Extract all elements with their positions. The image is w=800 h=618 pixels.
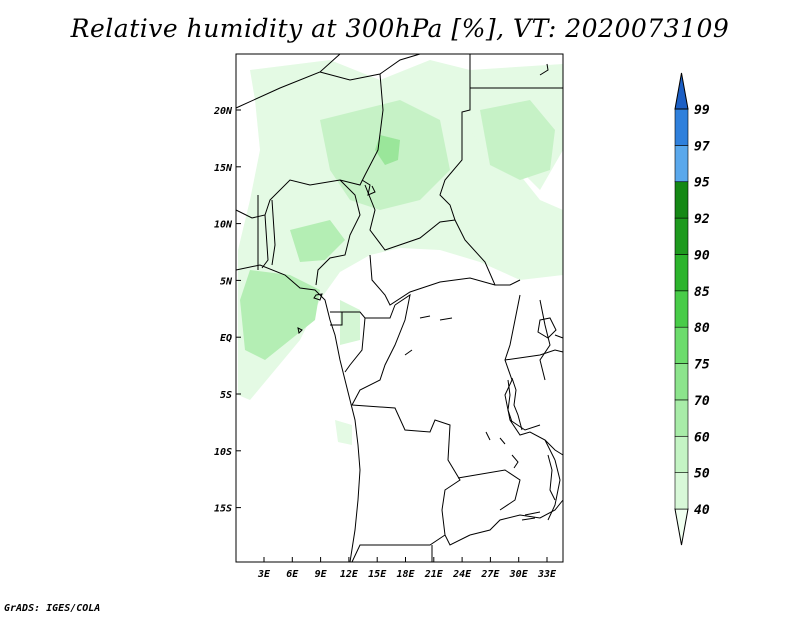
colorbar-label: 95 (694, 176, 710, 191)
border-line (504, 349, 564, 361)
colorbar-triangle-low (674, 508, 689, 546)
lon-label: 15E (368, 569, 387, 580)
lat-label: 15S (214, 504, 232, 515)
colorbar-label: 97 (694, 139, 710, 154)
lat-label: 10S (214, 447, 232, 458)
border-line (271, 199, 276, 266)
colorbar-triangle-high (674, 72, 689, 110)
sao-tome-island (297, 327, 303, 335)
border-line (457, 469, 521, 511)
coastline (235, 264, 361, 563)
colorbar-box (674, 399, 689, 437)
colorbar: 40 50 60 70 75 80 85 90 92 95 97 99 (674, 72, 710, 546)
lat-label: 10N (214, 220, 233, 231)
lon-label: 33E (537, 569, 557, 580)
lat-label: EQ (220, 333, 232, 344)
lake-malawi (547, 454, 556, 501)
bioko-island (313, 293, 323, 301)
map-title: Relative humidity at 300hPa [%], VT: 202… (70, 14, 730, 43)
lake-chad (361, 179, 376, 196)
border-line (261, 214, 269, 269)
river-segment (511, 454, 519, 469)
lon-label: 9E (315, 569, 328, 580)
border-line (504, 294, 556, 461)
colorbar-label: 92 (694, 212, 710, 227)
colorbar-box (674, 217, 689, 255)
colorbar-box (674, 108, 689, 146)
border-line (315, 179, 361, 286)
border-line (509, 419, 541, 431)
border-line (547, 459, 561, 521)
colorbar-label: 75 (694, 358, 710, 373)
lon-label: 6E (286, 569, 299, 580)
lat-label: 20N (213, 106, 233, 117)
lon-label: 3E (257, 569, 271, 580)
lon-label: 24E (452, 569, 472, 580)
grads-credit: GrADS: IGES/COLA (4, 603, 101, 614)
border-line (351, 534, 446, 563)
river-segment (485, 431, 506, 445)
colorbar-label: 50 (694, 467, 710, 482)
colorbar-box (674, 435, 689, 473)
humidity-area-70-nigeria (290, 220, 345, 262)
lon-label: 30E (509, 569, 529, 580)
lon-label: 12E (340, 569, 359, 580)
map-frame (235, 53, 564, 563)
lake-tanganyika (507, 377, 523, 431)
colorbar-box (674, 363, 689, 401)
coastline (539, 63, 549, 76)
colorbar-label: 40 (694, 503, 710, 518)
border-line (235, 53, 341, 109)
colorbar-box (674, 290, 689, 328)
border-line (554, 334, 564, 339)
river-segment (404, 349, 413, 356)
lat-label: 15N (214, 163, 233, 174)
lon-label: 18E (396, 569, 415, 580)
humidity-area-70 (240, 270, 320, 360)
colorbar-box (674, 181, 689, 219)
colorbar-label: 99 (694, 103, 710, 118)
lat-label: 5S (220, 390, 232, 401)
colorbar-label: 80 (694, 321, 710, 336)
border-line (539, 299, 551, 381)
humidity-area-75 (375, 135, 400, 165)
humidity-area-40-angola (335, 420, 352, 445)
border-line (369, 254, 496, 306)
humidity-area-50 (340, 300, 360, 345)
humidity-area-60-east (480, 100, 555, 180)
lon-label: 21E (424, 569, 444, 580)
colorbar-label: 85 (694, 285, 710, 300)
border-line (235, 73, 384, 219)
lon-label: 27E (480, 569, 500, 580)
border-line (351, 293, 411, 406)
colorbar-box (674, 254, 689, 292)
country-borders (235, 53, 564, 563)
colorbar-label: 90 (694, 248, 710, 263)
longitude-axis: 3E 6E 9E 12E 15E 18E 21E 24E 27E 30E 33E (257, 557, 557, 580)
colorbar-box (674, 326, 689, 364)
border-line (344, 317, 366, 373)
river-segment (419, 315, 453, 321)
lake-victoria (537, 317, 557, 339)
colorbar-box (674, 145, 689, 183)
border-line (330, 312, 343, 326)
border-line (469, 499, 564, 536)
lat-label: 5N (220, 276, 233, 287)
colorbar-label: 70 (694, 394, 710, 409)
lake-kariba (521, 511, 541, 521)
border-line (544, 439, 564, 456)
colorbar-label: 60 (694, 430, 710, 445)
colorbar-box (674, 472, 689, 510)
humidity-shading (238, 60, 563, 445)
border-line (364, 184, 456, 251)
latitude-axis: 20N 15N 10N 5N EQ 5S 10S 15S (213, 106, 241, 515)
